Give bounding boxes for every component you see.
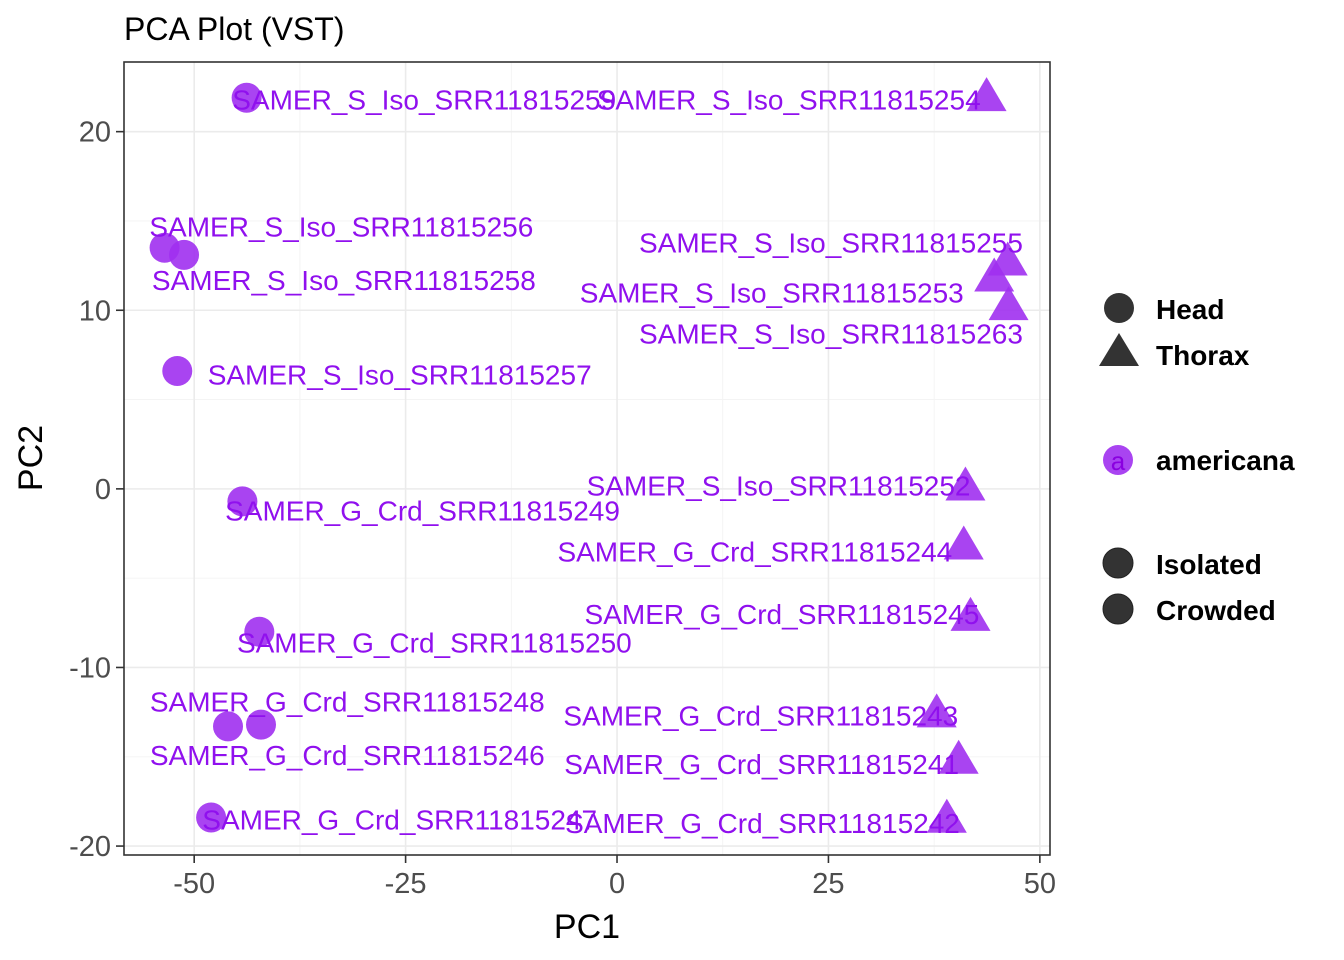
data-point-label: SAMER_S_Iso_SRR11815259 [232,85,616,116]
data-point-label: SAMER_G_Crd_SRR11815248 [150,686,545,717]
y-tick-label: -20 [69,831,111,863]
x-tick-label: -25 [385,868,427,900]
legend-head-circle-icon [1104,293,1134,323]
data-point-circle [162,355,193,386]
data-point-label: SAMER_S_Iso_SRR11815258 [152,265,536,296]
data-point-triangle [916,693,957,728]
x-tick-label: 0 [609,868,625,900]
legend-americana-label: americana [1156,445,1295,476]
legend-thorax-triangle-icon [1099,333,1139,366]
x-tick-label: 25 [812,868,844,900]
data-point-triangle [988,286,1029,321]
legend-crowded-circle-icon [1102,593,1134,625]
legend-isolated-circle-icon [1102,547,1134,579]
data-point-circle [213,711,244,742]
data-point-label: SAMER_G_Crd_SRR11815250 [237,627,632,658]
data-point-label: SAMER_S_Iso_SRR11815253 [580,277,964,308]
data-point-triangle [945,466,986,501]
data-point-label: SAMER_G_Crd_SRR11815244 [557,536,952,567]
legend-head-label: Head [1156,294,1224,325]
data-point-label: SAMER_S_Iso_SRR11815254 [597,85,981,116]
x-tick-label: 50 [1024,868,1056,900]
y-axis-title: PC2 [12,425,50,491]
data-point-circle [231,82,262,113]
data-point-circle [227,486,258,517]
data-point-label: SAMER_G_Crd_SRR11815247 [202,804,597,835]
data-point-label: SAMER_S_Iso_SRR11815257 [208,360,592,391]
y-tick-label: 0 [95,474,111,506]
labels-layer: SAMER_S_Iso_SRR11815259SAMER_S_Iso_SRR11… [149,85,1023,839]
data-point-label: SAMER_G_Crd_SRR11815242 [565,808,960,839]
data-point-triangle [926,798,967,833]
data-point-label: SAMER_S_Iso_SRR11815255 [639,227,1023,258]
data-point-label: SAMER_G_Crd_SRR11815249 [225,495,620,526]
legend: Head Thorax a americana Isolated Crowded [1099,293,1295,626]
legend-isolated-label: Isolated [1156,549,1262,580]
data-point-label: SAMER_S_Iso_SRR11815252 [587,470,971,501]
data-point-circle [196,802,227,833]
data-point-triangle [950,596,991,631]
x-tick-label: -50 [173,868,215,900]
y-tick-label: 10 [79,295,111,327]
data-point-triangle [966,77,1007,112]
grid [124,62,1050,855]
data-point-label: SAMER_G_Crd_SRR11815243 [563,701,958,732]
data-point-circle [245,709,276,740]
data-point-circle [169,239,200,270]
plot-panel-border [123,61,1051,856]
points-layer [149,77,1029,833]
data-point-triangle [943,525,984,560]
data-point-label: SAMER_S_Iso_SRR11815263 [639,318,1023,349]
legend-crowded-label: Crowded [1156,595,1276,626]
y-tick-label: -10 [69,652,111,684]
y-tick-label: 20 [79,117,111,149]
data-point-label: SAMER_S_Iso_SRR11815256 [149,211,533,242]
chart-title: PCA Plot (VST) [124,11,345,47]
x-axis-title: PC1 [554,908,620,946]
axes: -50 -25 0 25 50 -20 -10 0 10 20 [69,117,1056,900]
data-point-circle [244,616,275,647]
data-point-label: SAMER_G_Crd_SRR11815241 [564,749,959,780]
legend-thorax-label: Thorax [1156,340,1250,371]
data-point-triangle [974,257,1015,292]
data-point-triangle [938,739,979,774]
legend-americana-color-icon [1103,445,1133,475]
legend-americana-glyph: a [1111,446,1126,476]
data-point-label: SAMER_G_Crd_SRR11815246 [150,740,545,771]
data-point-label: SAMER_G_Crd_SRR11815245 [585,599,980,630]
